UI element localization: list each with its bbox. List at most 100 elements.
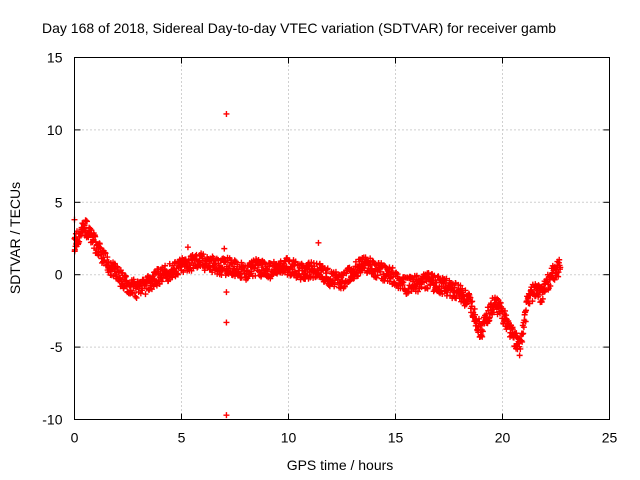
data-point (258, 264, 265, 271)
data-point (200, 251, 207, 258)
data-point (508, 325, 515, 332)
data-point (471, 305, 478, 312)
plot-frame (74, 57, 610, 420)
x-tick-label: 5 (178, 430, 186, 446)
data-point (114, 264, 121, 271)
data-point (538, 298, 545, 305)
x-tick-label: 0 (71, 430, 79, 446)
data-point (413, 272, 420, 279)
y-tick-label: -10 (42, 412, 62, 428)
data-point (446, 277, 453, 284)
data-point (550, 275, 557, 282)
data-point (413, 284, 420, 291)
data-point (522, 318, 529, 325)
data-point (519, 331, 526, 338)
data-point (517, 345, 524, 352)
y-axis-label: SDTVAR / TECUs (7, 182, 23, 294)
outlier-point (315, 239, 322, 246)
data-point (285, 258, 292, 265)
data-point (192, 252, 199, 259)
data-point (292, 258, 299, 265)
y-tick-label: 15 (47, 50, 63, 66)
data-point (389, 264, 396, 271)
data-point (467, 294, 474, 301)
data-point (433, 279, 440, 286)
data-point (547, 282, 554, 289)
data-point (479, 333, 486, 340)
data-point (516, 352, 523, 359)
data-point (539, 295, 546, 302)
y-tick-label: 0 (55, 267, 63, 283)
outlier-point (221, 245, 228, 252)
data-point (551, 276, 558, 283)
data-point (435, 273, 442, 280)
data-point (457, 282, 464, 289)
data-point (424, 285, 431, 292)
data-point (399, 281, 406, 288)
data-point (131, 289, 138, 296)
x-axis-label: GPS time / hours (287, 457, 394, 473)
data-point (520, 330, 527, 337)
data-point (523, 307, 530, 314)
data-point (459, 285, 466, 292)
data-point (475, 329, 482, 336)
y-tick-label: -5 (50, 339, 63, 355)
data-point (187, 264, 194, 271)
grid (74, 57, 610, 420)
data-point (104, 254, 111, 261)
x-tick-label: 20 (495, 430, 511, 446)
data-point (130, 276, 137, 283)
chart-title: Day 168 of 2018, Sidereal Day-to-day VTE… (42, 20, 556, 36)
outlier-point (184, 244, 191, 251)
outlier-point (223, 412, 230, 419)
data-point (211, 261, 218, 268)
data-point (462, 287, 469, 294)
data-point (162, 262, 169, 269)
data-point (418, 284, 425, 291)
data-point (101, 257, 108, 264)
outlier-point (223, 289, 230, 296)
data-point (122, 273, 129, 280)
data-point (207, 262, 214, 269)
data-point (174, 271, 181, 278)
data-point (520, 324, 527, 331)
data-point (377, 268, 384, 275)
data-point (133, 294, 140, 301)
x-tick-label: 15 (388, 430, 404, 446)
data-point (463, 300, 470, 307)
data-point (503, 312, 510, 319)
data-point (519, 338, 526, 345)
data-point (102, 250, 109, 257)
data-point (238, 259, 245, 266)
y-tick-label: 5 (55, 194, 63, 210)
data-points (71, 110, 564, 419)
data-point (469, 298, 476, 305)
data-point (529, 298, 536, 305)
data-point (451, 284, 458, 291)
data-point (414, 288, 421, 295)
y-tick-label: 10 (47, 122, 63, 138)
data-point (139, 287, 146, 294)
data-point (83, 218, 90, 225)
data-point (472, 311, 479, 318)
data-point (169, 274, 176, 281)
data-point (556, 256, 563, 263)
data-point (150, 272, 157, 279)
axis-ticks: 0 5 10 15 20 25 -10 -5 0 5 10 15 (42, 50, 617, 446)
data-point (509, 326, 516, 333)
x-tick-label: 10 (281, 430, 297, 446)
data-point (479, 328, 486, 335)
data-point (490, 309, 497, 316)
data-point (374, 272, 381, 279)
data-point (92, 233, 99, 240)
data-point (513, 330, 520, 337)
outlier-point (223, 110, 230, 117)
data-point (137, 290, 144, 297)
data-point (255, 262, 262, 269)
data-point (557, 264, 564, 271)
data-point (535, 292, 542, 299)
data-point (355, 272, 362, 279)
data-point (81, 222, 88, 229)
x-tick-label: 25 (602, 430, 618, 446)
